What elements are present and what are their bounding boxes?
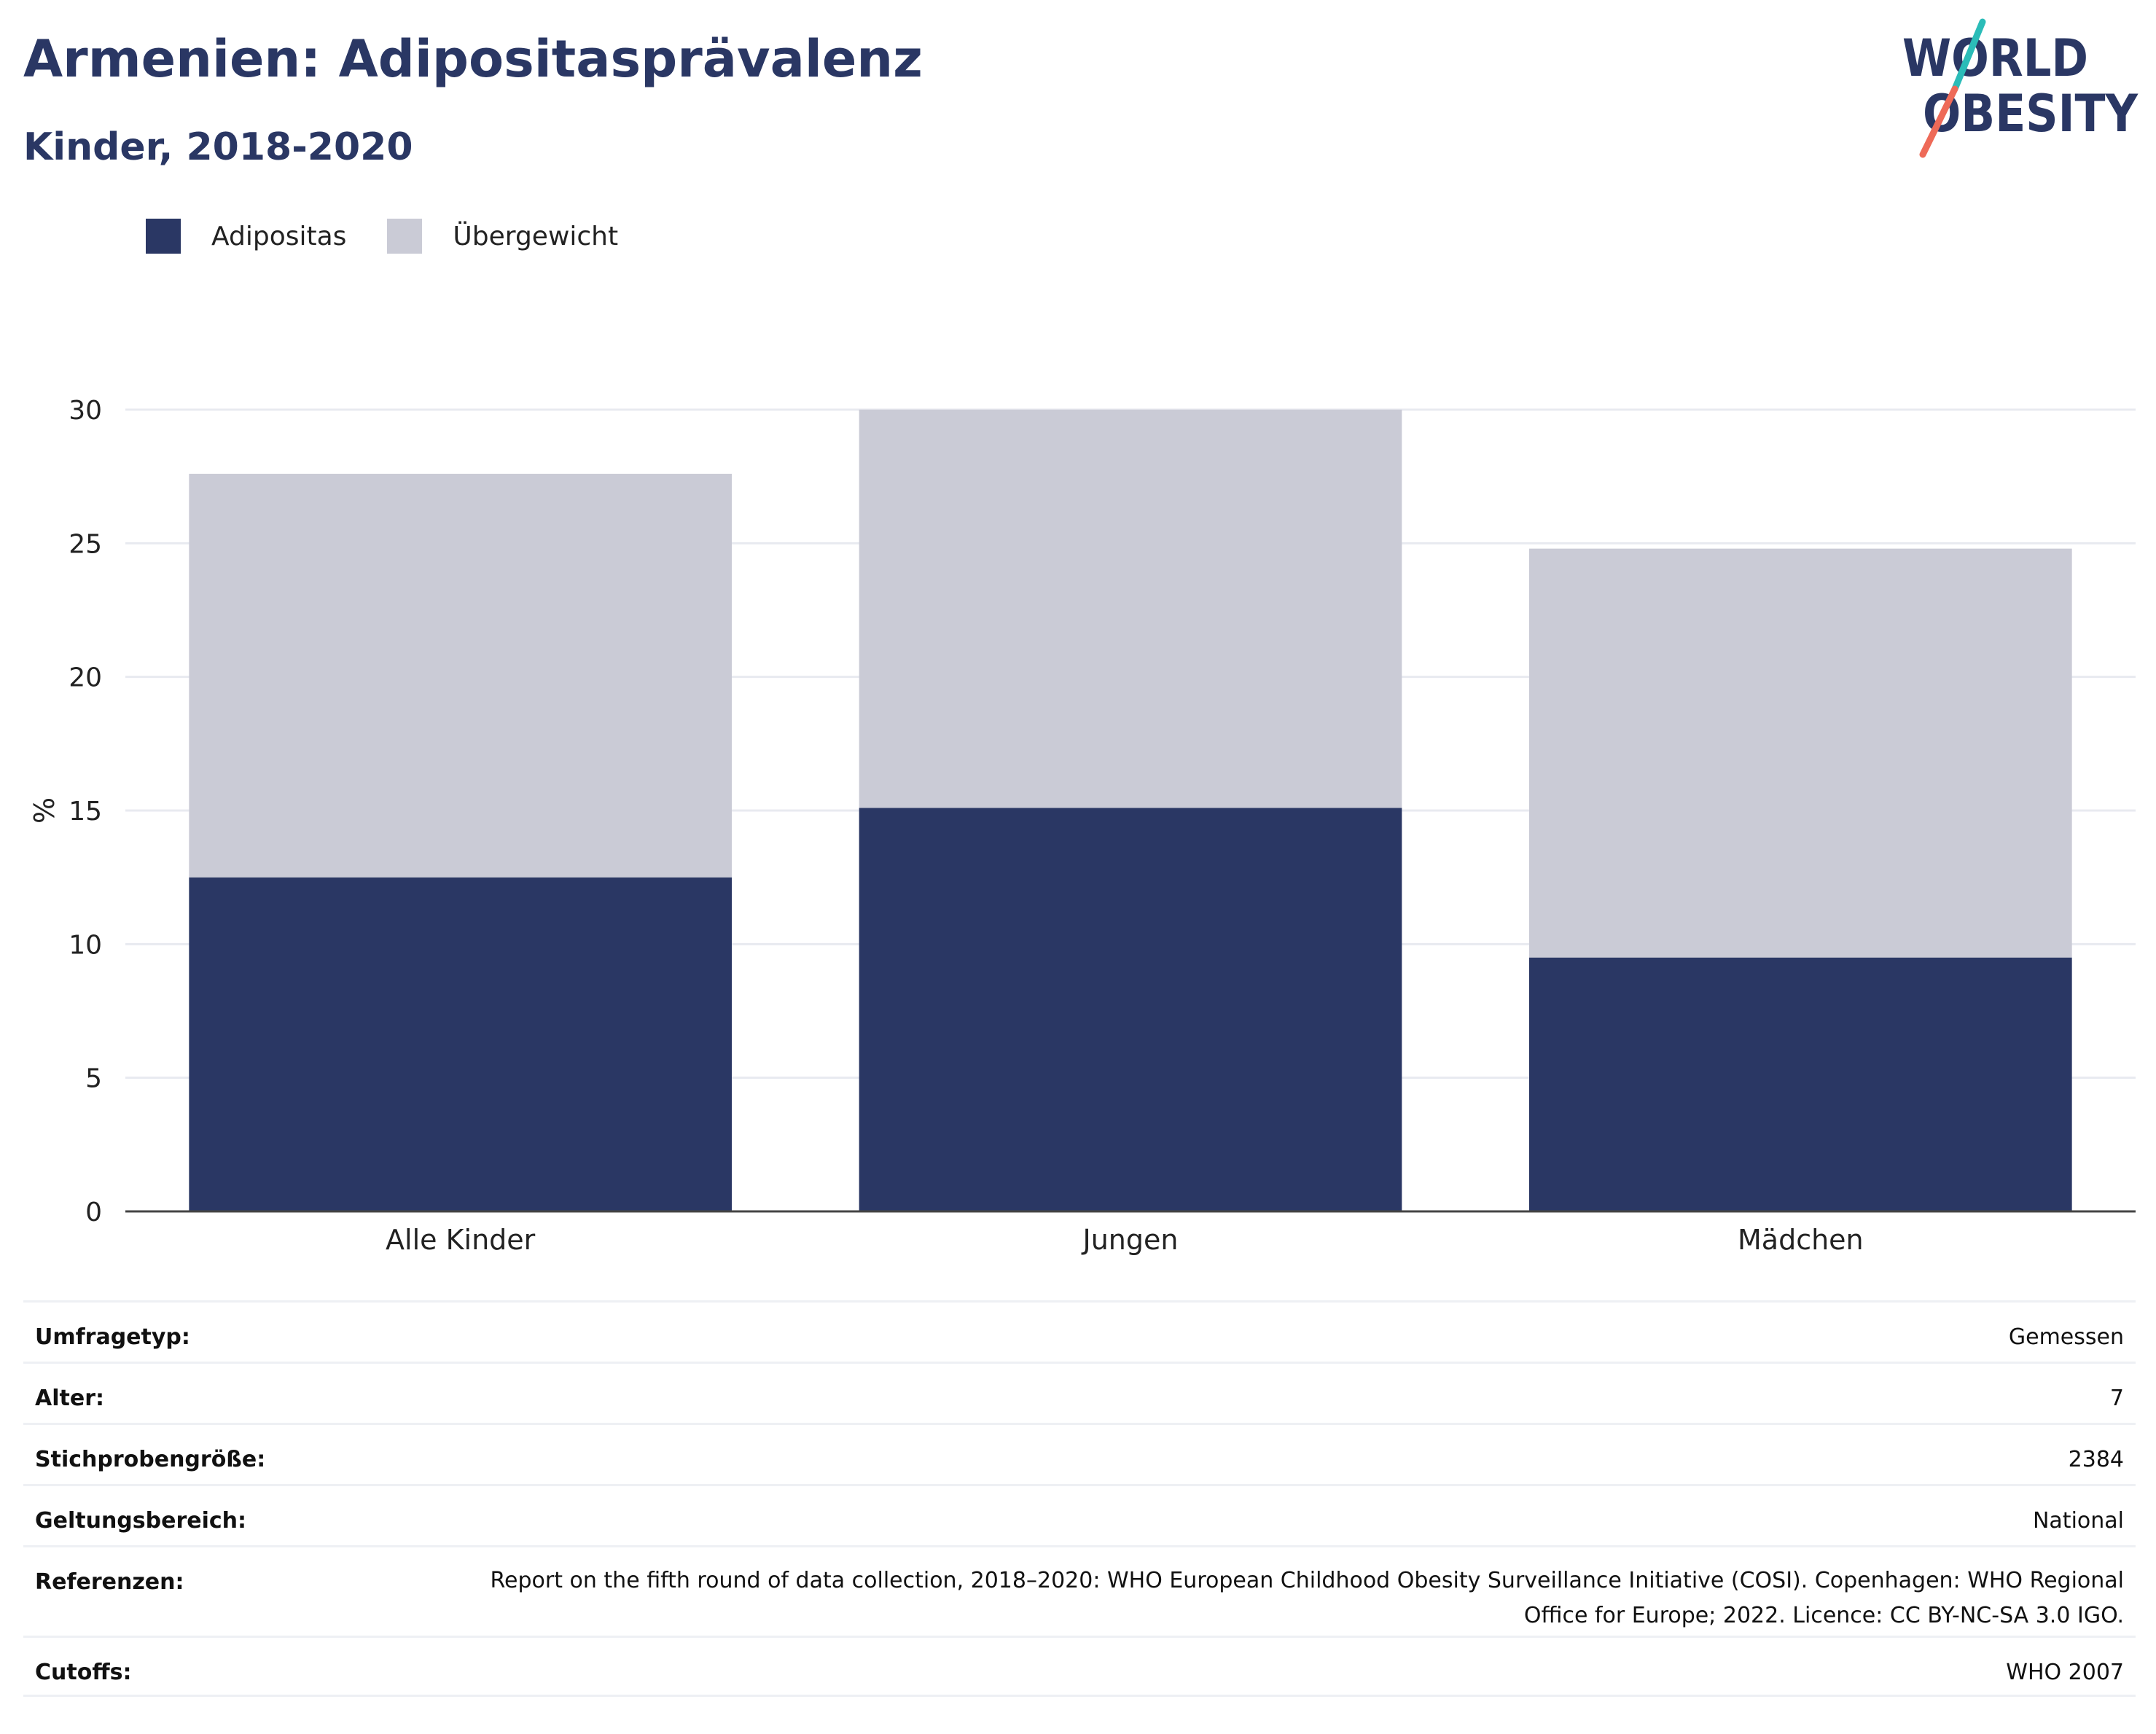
metadata-key: Umfragetyp: <box>35 1324 190 1350</box>
legend-item-adipositas[interactable]: Adipositas <box>146 219 346 254</box>
legend-label-uebergewicht: Übergewicht <box>453 221 619 251</box>
metadata-value: WHO 2007 <box>2006 1660 2124 1685</box>
bar-uebergewicht <box>1529 548 2072 958</box>
axes: 0 5 10 15 20 25 30 Alle Kinder Jungen Mädchen% <box>28 396 2136 1256</box>
chart-legend: Adipositas Übergewicht <box>146 217 659 255</box>
metadata-row: Referenzen: Report on the fifth round of … <box>23 1545 2136 1636</box>
metadata-value: 7 <box>2109 1386 2124 1411</box>
legend-swatch-adipositas <box>146 219 181 254</box>
y-tick-label: 15 <box>69 797 102 827</box>
metadata-row: Alter: 7 <box>23 1362 2136 1423</box>
bar-uebergewicht <box>189 474 732 878</box>
stacked-bar-chart: 0 5 10 15 20 25 30 Alle Kinder Jungen Mädchen% <box>28 396 2136 1256</box>
metadata-row: Umfragetyp: Gemessen <box>23 1300 2136 1362</box>
legend-item-uebergewicht[interactable]: Übergewicht <box>387 219 618 254</box>
chart-subtitle: Kinder, 2018-2020 <box>23 125 413 169</box>
y-tick-label: 5 <box>85 1064 102 1094</box>
bar-adipositas <box>1529 957 2072 1211</box>
world-obesity-logo: WORLD OBESITY <box>1902 18 2139 158</box>
y-tick-label: 0 <box>85 1198 102 1227</box>
y-tick-label: 20 <box>69 663 102 693</box>
logo-word-obesity: OBESITY <box>1923 84 2139 144</box>
bars <box>189 410 2072 1211</box>
metadata-value: Report on the fifth round of data collec… <box>490 1568 2124 1628</box>
metadata-key: Geltungsbereich: <box>35 1508 247 1534</box>
x-tick-label: Mädchen <box>1738 1224 1864 1256</box>
metadata-value: National <box>2032 1508 2124 1534</box>
y-axis-label: % <box>28 797 60 824</box>
metadata-table: Umfragetyp: Gemessen Alter: 7 Stichprobengrö… <box>23 1300 2136 1697</box>
x-tick-label: Alle Kinder <box>386 1224 536 1256</box>
logo-slash-teal <box>1951 18 1986 93</box>
logo-word-world: WORLD <box>1902 28 2088 88</box>
bar-uebergewicht <box>859 410 1402 808</box>
y-tick-label: 30 <box>69 396 102 426</box>
bar-adipositas <box>189 877 732 1211</box>
y-tick-label: 25 <box>69 529 102 559</box>
y-tick-label: 10 <box>69 930 102 960</box>
bar-adipositas <box>859 808 1402 1211</box>
metadata-key: Referenzen: <box>35 1569 184 1595</box>
metadata-key: Cutoffs: <box>35 1660 132 1685</box>
metadata-value: 2384 <box>2068 1447 2124 1472</box>
legend-swatch-uebergewicht <box>387 219 423 254</box>
logo-slash-coral <box>1919 85 1958 158</box>
metadata-key: Alter: <box>35 1386 104 1411</box>
metadata-key: Stichprobengröße: <box>35 1447 266 1472</box>
chart-title: Armenien: Adipositasprävalenz <box>23 29 923 89</box>
metadata-row: Stichprobengröße: 2384 <box>23 1423 2136 1484</box>
metadata-row: Cutoffs: WHO 2007 <box>23 1636 2136 1697</box>
metadata-row: Geltungsbereich: National <box>23 1484 2136 1545</box>
legend-label-adipositas: Adipositas <box>211 221 347 251</box>
metadata-value: Gemessen <box>2008 1324 2124 1350</box>
x-tick-label: Jungen <box>1082 1224 1179 1256</box>
